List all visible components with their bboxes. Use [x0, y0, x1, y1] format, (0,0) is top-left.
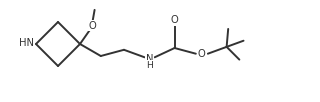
Text: H: H	[146, 61, 153, 70]
Text: O: O	[89, 21, 96, 31]
Text: O: O	[171, 15, 179, 25]
Text: O: O	[198, 49, 206, 59]
Text: HN: HN	[19, 38, 34, 48]
Text: N: N	[146, 54, 153, 64]
